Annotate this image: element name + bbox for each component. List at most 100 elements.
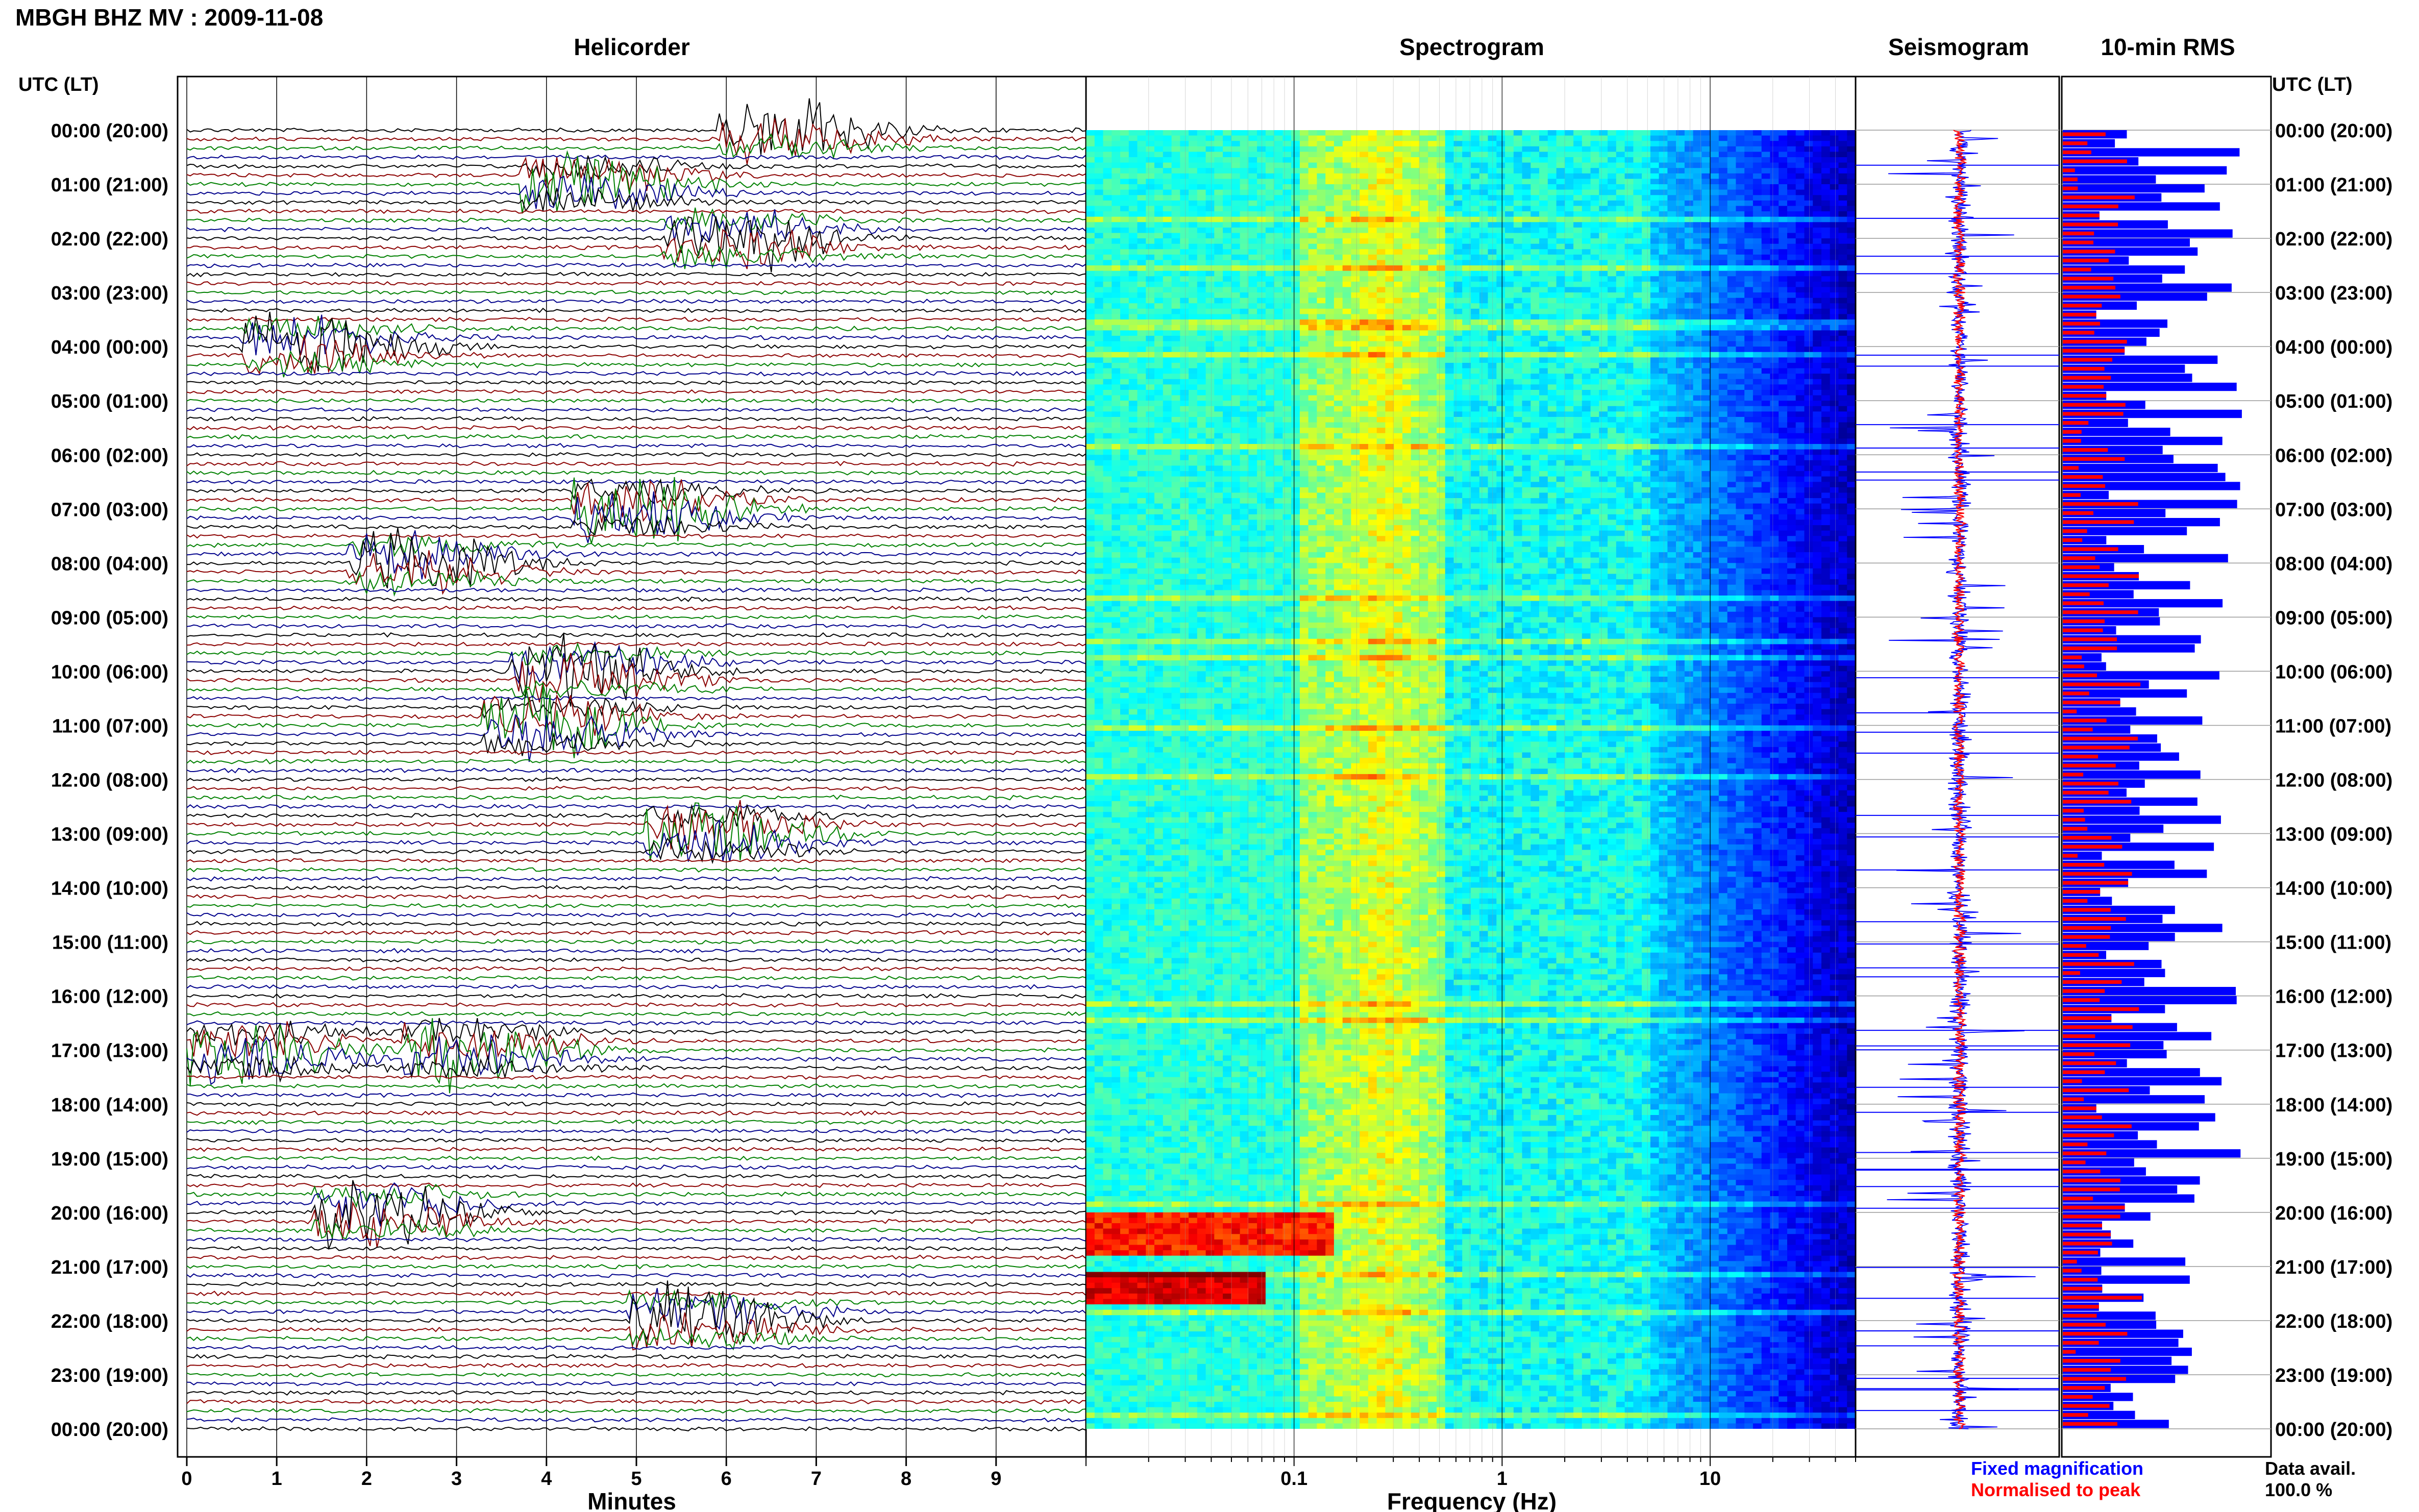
spectrogram-cell bbox=[1257, 168, 1266, 173]
spectrogram-cell bbox=[1248, 130, 1257, 136]
spectrogram-cell bbox=[1086, 141, 1095, 146]
spectrogram-cell bbox=[1633, 184, 1642, 190]
spectrogram-cell bbox=[1642, 141, 1651, 146]
spectrogram-cell bbox=[1231, 168, 1241, 173]
spectrogram-cell bbox=[1309, 184, 1318, 190]
spectrogram-cell bbox=[1197, 190, 1206, 195]
spectrogram-cell bbox=[1599, 168, 1608, 173]
spectrogram-cell bbox=[1701, 179, 1711, 184]
spectrogram-cell bbox=[1591, 184, 1600, 190]
spectrogram-cell bbox=[1095, 184, 1104, 190]
spectrogram-cell bbox=[1813, 136, 1822, 141]
spectrogram-cell bbox=[1095, 136, 1104, 141]
spectrogram-cell bbox=[1240, 130, 1249, 136]
spectrogram-cell bbox=[1394, 195, 1403, 201]
spectrogram-cell bbox=[1599, 152, 1608, 157]
spectrogram-cell bbox=[1266, 173, 1275, 179]
spectrogram-cell bbox=[1813, 168, 1822, 173]
spectrogram-cell bbox=[1420, 157, 1429, 163]
spectrogram-cell bbox=[1129, 179, 1138, 184]
spectrogram-cell bbox=[1701, 190, 1711, 195]
spectrogram-cell bbox=[1736, 190, 1745, 195]
spectrogram-cell bbox=[1172, 179, 1181, 184]
spectrogram-cell bbox=[1454, 141, 1463, 146]
spectrogram-cell bbox=[1539, 179, 1548, 184]
spectrogram-cell bbox=[1351, 179, 1360, 184]
spectrogram-cell bbox=[1591, 173, 1600, 179]
spectrogram-cell bbox=[1223, 173, 1232, 179]
spectrogram-cell bbox=[1437, 157, 1446, 163]
spectrogram-cell bbox=[1180, 168, 1189, 173]
spectrogram-cell bbox=[1428, 152, 1437, 157]
spectrogram-cell bbox=[1847, 168, 1856, 173]
spectrogram-cell bbox=[1625, 136, 1634, 141]
spectrogram-cell bbox=[1573, 152, 1583, 157]
spectrogram-cell bbox=[1428, 173, 1437, 179]
spectrogram-cell bbox=[1086, 146, 1095, 152]
spectrogram-cell bbox=[1103, 168, 1113, 173]
spectrogram-cell bbox=[1847, 136, 1856, 141]
spectrogram-cell bbox=[1274, 136, 1283, 141]
spectrogram-cell bbox=[1762, 168, 1771, 173]
spectrogram-cell bbox=[1206, 130, 1215, 136]
spectrogram-cell bbox=[1539, 130, 1548, 136]
spectrogram-cell bbox=[1402, 179, 1412, 184]
spectrogram-cell bbox=[1839, 141, 1848, 146]
spectrogram-cell bbox=[1282, 130, 1292, 136]
spectrogram-cell bbox=[1582, 163, 1591, 168]
spectrogram-cell bbox=[1385, 168, 1394, 173]
spectrogram-cell bbox=[1163, 190, 1172, 195]
spectrogram-cell bbox=[1351, 195, 1360, 201]
spectrogram-cell bbox=[1172, 173, 1181, 179]
spectrogram-cell bbox=[1309, 173, 1318, 179]
spectrogram-cell bbox=[1112, 179, 1121, 184]
spectrogram-cell bbox=[1813, 152, 1822, 157]
spectrogram-cell bbox=[1701, 168, 1711, 173]
spectrogram-cell bbox=[1385, 152, 1394, 157]
spectrogram-cell bbox=[1685, 157, 1694, 163]
spectrogram-cell bbox=[1676, 184, 1685, 190]
spectrogram-cell bbox=[1796, 146, 1805, 152]
spectrogram-cell bbox=[1163, 130, 1172, 136]
spectrogram-cell bbox=[1343, 168, 1352, 173]
spectrogram-cell bbox=[1471, 130, 1480, 136]
spectrogram-cell bbox=[1667, 136, 1676, 141]
spectrogram-cell bbox=[1300, 184, 1309, 190]
spectrogram-cell bbox=[1642, 157, 1651, 163]
spectrogram-cell bbox=[1154, 184, 1164, 190]
spectrogram-cell bbox=[1248, 152, 1257, 157]
spectrogram-cell bbox=[1753, 163, 1762, 168]
spectrogram-cell bbox=[1573, 195, 1583, 201]
spectrogram-cell bbox=[1360, 146, 1369, 152]
spectrogram-cell bbox=[1821, 136, 1831, 141]
spectrogram-cell bbox=[1189, 195, 1198, 201]
spectrogram-cell bbox=[1154, 141, 1164, 146]
spectrogram-cell bbox=[1727, 184, 1737, 190]
spectrogram-cell bbox=[1839, 184, 1848, 190]
spectrogram-cell bbox=[1325, 168, 1335, 173]
spectrogram-cell bbox=[1274, 179, 1283, 184]
spectrogram-cell bbox=[1479, 173, 1489, 179]
spectrogram-cell bbox=[1573, 190, 1583, 195]
spectrogram-cell bbox=[1240, 136, 1249, 141]
spectrogram-cell bbox=[1274, 184, 1283, 190]
spectrogram-cell bbox=[1839, 190, 1848, 195]
spectrogram-cell bbox=[1445, 141, 1454, 146]
spectrogram-cell bbox=[1727, 152, 1737, 157]
spectrogram-cell bbox=[1667, 184, 1676, 190]
spectrogram-cell bbox=[1154, 168, 1164, 173]
spectrogram-cell bbox=[1163, 157, 1172, 163]
spectrogram-cell bbox=[1719, 152, 1728, 157]
spectrogram-cell bbox=[1112, 130, 1121, 136]
spectrogram-cell bbox=[1394, 163, 1403, 168]
spectrogram-cell bbox=[1274, 130, 1283, 136]
spectrogram-cell bbox=[1231, 130, 1241, 136]
spectrogram-cell bbox=[1154, 136, 1164, 141]
spectrogram-cell bbox=[1300, 130, 1309, 136]
spectrogram-cell bbox=[1522, 190, 1532, 195]
spectrogram-cell bbox=[1300, 168, 1309, 173]
spectrogram-cell bbox=[1762, 184, 1771, 190]
spectrogram-cell bbox=[1411, 173, 1420, 179]
spectrogram-cell bbox=[1762, 146, 1771, 152]
spectrogram-cell bbox=[1377, 179, 1386, 184]
